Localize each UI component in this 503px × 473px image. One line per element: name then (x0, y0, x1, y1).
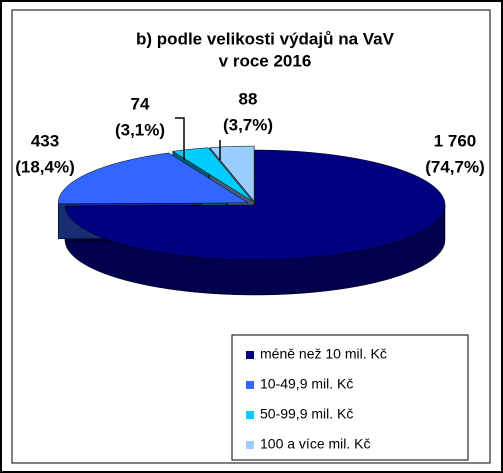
percent-label: (74,7%) (425, 157, 485, 176)
percent-label: (3,7%) (223, 115, 273, 134)
plot-frame (11, 9, 491, 464)
slice (209, 145, 255, 202)
slice (57, 152, 250, 205)
legend-box (231, 334, 469, 461)
legend: méně než 10 mil. Kč 10-49,9 mil. Kč 50-99,… (231, 334, 469, 461)
percent-label: (3,1%) (115, 120, 165, 139)
value-label: 1 760 (434, 131, 477, 150)
value-label: 433 (31, 131, 59, 150)
pie (57, 145, 446, 296)
legend-swatch (246, 441, 254, 449)
legend-swatch (246, 381, 254, 389)
value-label: 88 (239, 89, 258, 108)
legend-label: méně než 10 mil. Kč (260, 346, 387, 362)
legend-swatch (246, 411, 254, 419)
slice (172, 147, 253, 202)
chart-title: b) podle velikosti výdajů na VaV (136, 29, 395, 48)
percent-label: (18,4%) (15, 157, 75, 176)
leader-line (175, 117, 185, 160)
value-label: 74 (131, 94, 150, 113)
legend-label: 10-49,9 mil. Kč (260, 376, 353, 392)
chart-title: v roce 2016 (219, 51, 312, 70)
legend-label: 100 a více mil. Kč (260, 436, 371, 452)
data-labels: 1 760 (74,7%) 433 (18,4%) 74 (3,1%) 88 (3,7%) (15, 89, 485, 176)
legend-label: 50-99,9 mil. Kč (260, 406, 353, 422)
slice (64, 149, 446, 261)
legend-swatch (246, 351, 254, 359)
